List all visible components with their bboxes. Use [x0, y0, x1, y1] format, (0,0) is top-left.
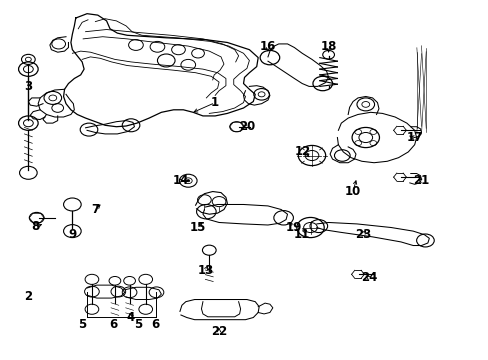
Text: 18: 18	[320, 40, 336, 53]
Text: 8: 8	[31, 220, 39, 233]
Text: 2: 2	[24, 291, 32, 303]
Text: 1: 1	[211, 96, 219, 109]
Text: 7: 7	[91, 203, 99, 216]
Text: 22: 22	[210, 325, 227, 338]
Text: 6: 6	[109, 318, 117, 331]
Text: 23: 23	[354, 228, 370, 241]
Text: 16: 16	[259, 40, 276, 53]
Text: 24: 24	[360, 271, 377, 284]
Text: 17: 17	[406, 131, 422, 144]
Text: 6: 6	[151, 318, 159, 331]
Text: 11: 11	[293, 228, 310, 241]
Text: 3: 3	[24, 80, 32, 93]
Text: 5: 5	[78, 318, 86, 331]
Text: 13: 13	[197, 264, 213, 277]
Text: 4: 4	[127, 311, 135, 324]
Text: 10: 10	[344, 185, 361, 198]
Circle shape	[186, 180, 189, 182]
Text: 9: 9	[68, 228, 76, 241]
Text: 21: 21	[412, 174, 429, 187]
Text: 5: 5	[134, 318, 142, 331]
Text: 14: 14	[172, 174, 189, 187]
Text: 19: 19	[285, 221, 301, 234]
Text: 20: 20	[238, 120, 255, 133]
Text: 12: 12	[294, 145, 311, 158]
Text: 15: 15	[189, 221, 206, 234]
